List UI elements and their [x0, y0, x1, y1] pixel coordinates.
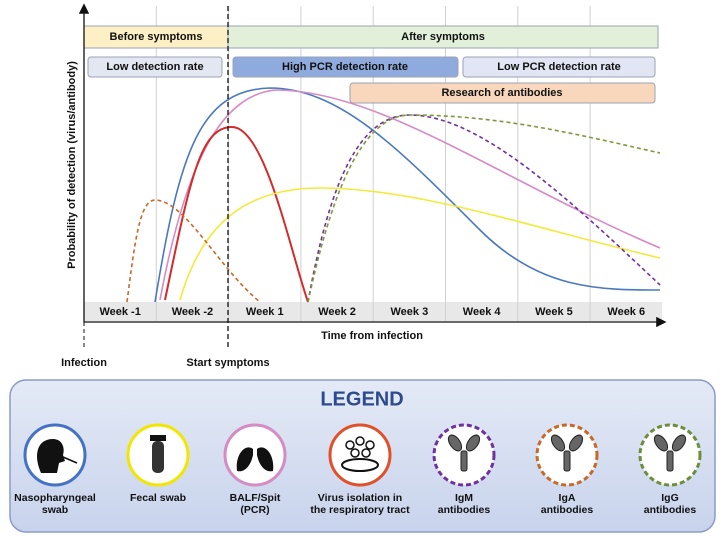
legend-label: Fecal swab: [130, 492, 186, 504]
legend-label: IgA: [559, 492, 576, 504]
legend-label: antibodies: [644, 504, 697, 516]
antibody-label: Research of antibodies: [441, 87, 562, 99]
detection-label: High PCR detection rate: [282, 61, 408, 73]
phase-label: Before symptoms: [110, 31, 203, 43]
icon-shape: [62, 456, 78, 464]
icon-shape: [341, 458, 379, 472]
legend-label: IgM: [455, 492, 473, 504]
week-label: Week 4: [463, 306, 502, 318]
curve: [164, 125, 309, 303]
marker-label: Infection: [61, 357, 107, 369]
icon-shape: [550, 434, 566, 452]
icon-shape: [447, 434, 463, 452]
icon-shape: [350, 448, 360, 458]
band: [232, 56, 459, 78]
week-label: Week 1: [246, 306, 284, 318]
week-label: Week 6: [607, 306, 645, 318]
icon-shape: [150, 435, 166, 441]
curve: [126, 199, 261, 303]
detection-label: Low PCR detection rate: [497, 61, 620, 73]
legend-label: BALF/Spit: [230, 492, 281, 504]
x-axis-label: Time from infection: [321, 330, 423, 342]
icon-shape: [653, 434, 669, 452]
legend-title: LEGEND: [320, 388, 403, 410]
icon-shape: [152, 441, 164, 473]
week-label: Week -2: [172, 306, 213, 318]
icon-shape: [653, 434, 687, 472]
band: [227, 25, 659, 49]
week-label: Week 2: [318, 306, 356, 318]
legend-label: swab: [42, 504, 68, 516]
icon-shape: [568, 434, 584, 452]
icon-shape: [37, 439, 65, 473]
band: [462, 56, 656, 78]
legend-label: (PCR): [240, 504, 269, 516]
icon-shape: [666, 450, 674, 472]
icon-shape: [671, 434, 687, 452]
icon-shape: [550, 434, 584, 472]
icon-shape: [365, 440, 375, 450]
icon-shape: [361, 448, 371, 458]
band: [349, 82, 656, 104]
marker-label: Start symptoms: [186, 357, 269, 369]
legend-icon: [223, 423, 287, 487]
legend-label: antibodies: [438, 504, 491, 516]
week-label: Week -1: [99, 306, 140, 318]
icon-shape: [563, 450, 571, 472]
curve: [159, 89, 661, 301]
icon-shape: [345, 440, 355, 450]
curve: [179, 187, 661, 301]
curves: [126, 87, 661, 303]
band: [87, 56, 223, 78]
curve: [307, 114, 661, 303]
legend-label: antibodies: [541, 504, 594, 516]
week-label: Week 3: [390, 306, 428, 318]
icon-shape: [355, 436, 365, 446]
curve: [154, 87, 661, 303]
legend-label: Nasopharyngeal: [14, 492, 96, 504]
legend-label: Virus isolation in: [318, 492, 402, 504]
curve: [307, 114, 661, 303]
y-axis-label: Probability of detection (virus/antibody…: [66, 61, 78, 269]
detection-label: Low detection rate: [106, 61, 203, 73]
phase-label: After symptoms: [401, 31, 485, 43]
icon-shape: [465, 434, 481, 452]
legend-label: IgG: [661, 492, 679, 504]
icon-shape: [460, 450, 468, 472]
icon-shape: [447, 434, 481, 472]
icon-shape: [236, 439, 274, 472]
legend-label: the respiratory tract: [310, 504, 410, 516]
legend-icon: [328, 423, 392, 487]
week-label: Week 5: [535, 306, 573, 318]
